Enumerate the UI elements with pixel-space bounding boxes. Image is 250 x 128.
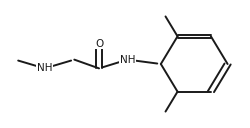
Text: O: O	[95, 39, 103, 49]
Text: NH: NH	[37, 63, 52, 73]
Text: NH: NH	[120, 55, 135, 65]
